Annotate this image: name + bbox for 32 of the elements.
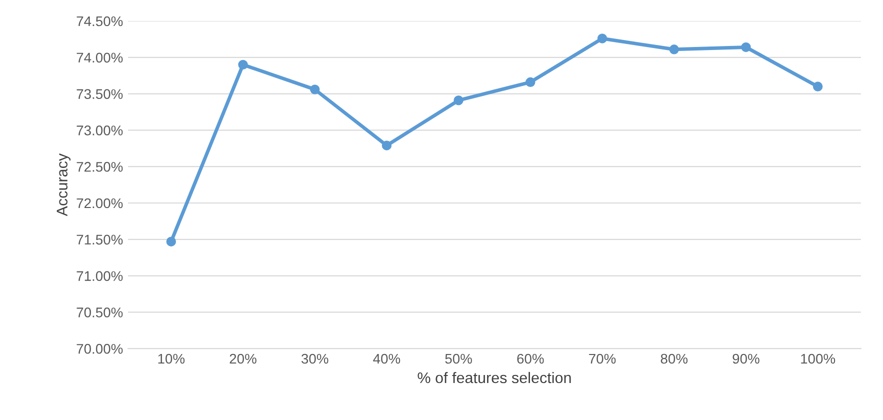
y-tick-label: 70.00% — [76, 344, 123, 354]
point — [526, 77, 536, 88]
y-tick-label: 74.50% — [76, 16, 123, 26]
point — [310, 84, 320, 94]
point — [454, 95, 464, 106]
x-tick-label: 80% — [660, 354, 688, 364]
x-tick-label: 50% — [445, 354, 472, 364]
y-tick-label: 73.50% — [76, 89, 123, 99]
point — [812, 82, 823, 92]
x-tick-label: 20% — [230, 354, 256, 364]
x-tick-label: 70% — [589, 354, 616, 364]
x-tick-label: 60% — [517, 354, 544, 364]
x-tick-label: 30% — [301, 354, 328, 364]
x-tick-label: 100% — [801, 354, 836, 364]
y-tick-label: 71.50% — [76, 234, 123, 245]
y-tick-label: 74.00% — [76, 52, 123, 63]
y-tick-label: 72.50% — [76, 162, 123, 172]
x-tick-label: 90% — [732, 354, 760, 364]
point — [238, 60, 248, 70]
y-tick-label: 73.00% — [76, 126, 123, 136]
point — [597, 34, 608, 44]
y-tick-label: 72.00% — [76, 198, 123, 208]
point — [741, 42, 751, 52]
y-axis-title: Accuracy — [56, 153, 71, 216]
x-tick-label: 40% — [373, 354, 400, 364]
x-axis-title: % of features selection — [418, 372, 571, 384]
x-tick-label: 10% — [158, 354, 185, 364]
y-tick-label: 70.50% — [76, 308, 123, 318]
point — [382, 140, 392, 150]
point — [166, 236, 176, 246]
y-tick-label: 71.00% — [76, 271, 123, 281]
point — [669, 44, 679, 54]
